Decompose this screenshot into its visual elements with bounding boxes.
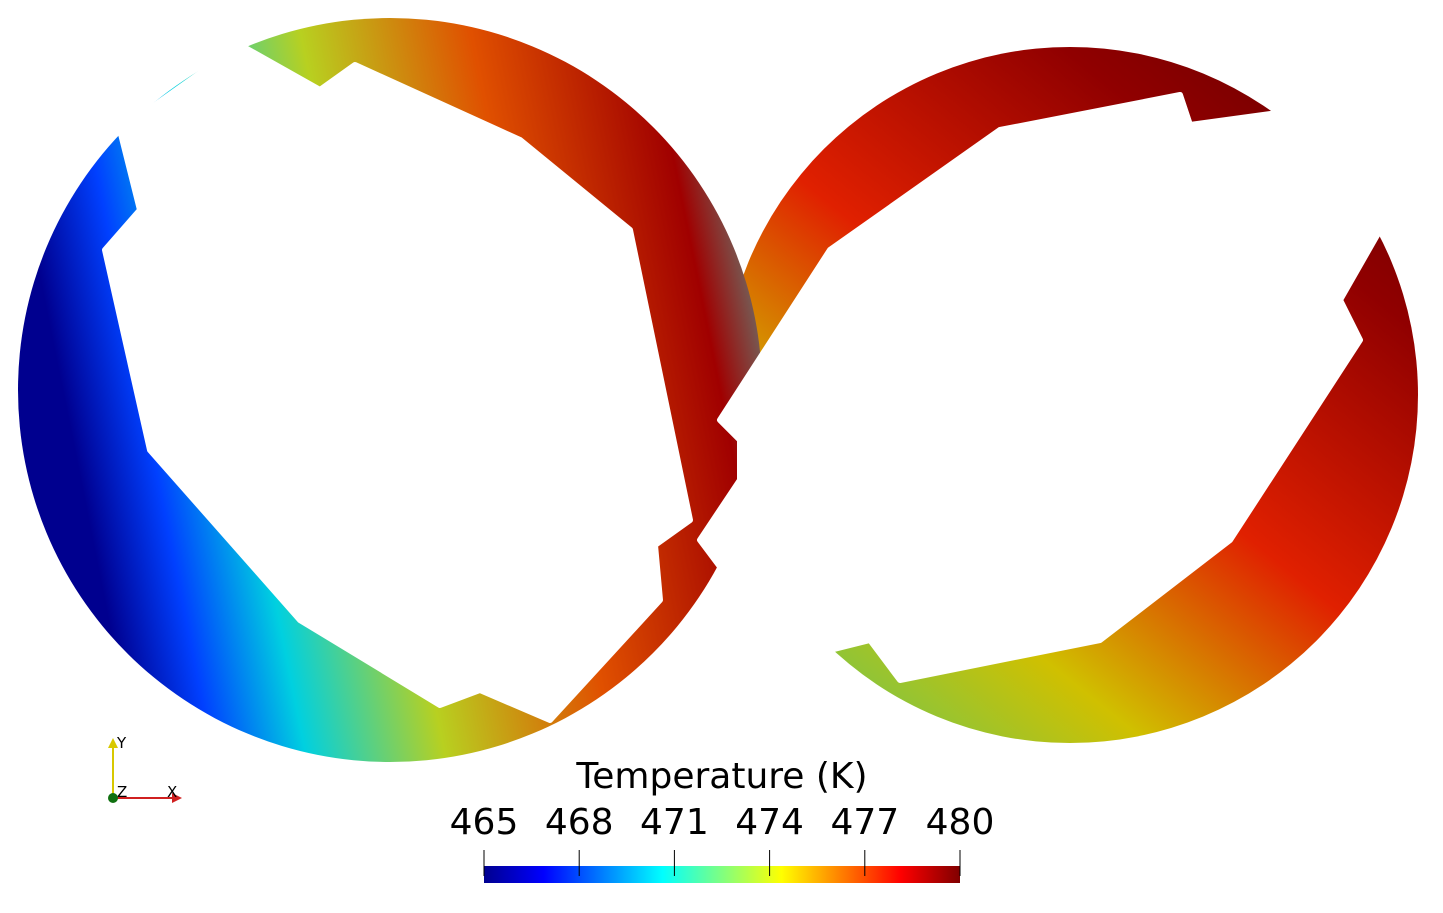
right-rotor — [697, 92, 1383, 683]
y-label: Y — [116, 734, 127, 752]
y-arrow — [108, 738, 118, 748]
colorbar-tick-label: 465 — [450, 802, 519, 843]
colorbar-title: Temperature (K) — [575, 756, 867, 797]
x-arrow — [172, 793, 182, 803]
colorbar-tick-label: 468 — [545, 802, 614, 843]
z-label: Z — [117, 783, 127, 801]
colorbar-tick-label: 471 — [640, 802, 709, 843]
colorbar — [484, 866, 960, 883]
colorbar-tick-label: 477 — [830, 802, 899, 843]
x-label: X — [167, 783, 177, 801]
z-axis — [108, 793, 118, 803]
left-rotor — [102, 42, 693, 723]
axes-triad: Y Z X — [108, 734, 182, 803]
colorbar-tick-label: 480 — [926, 802, 995, 843]
colorbar-tick-label: 474 — [735, 802, 804, 843]
